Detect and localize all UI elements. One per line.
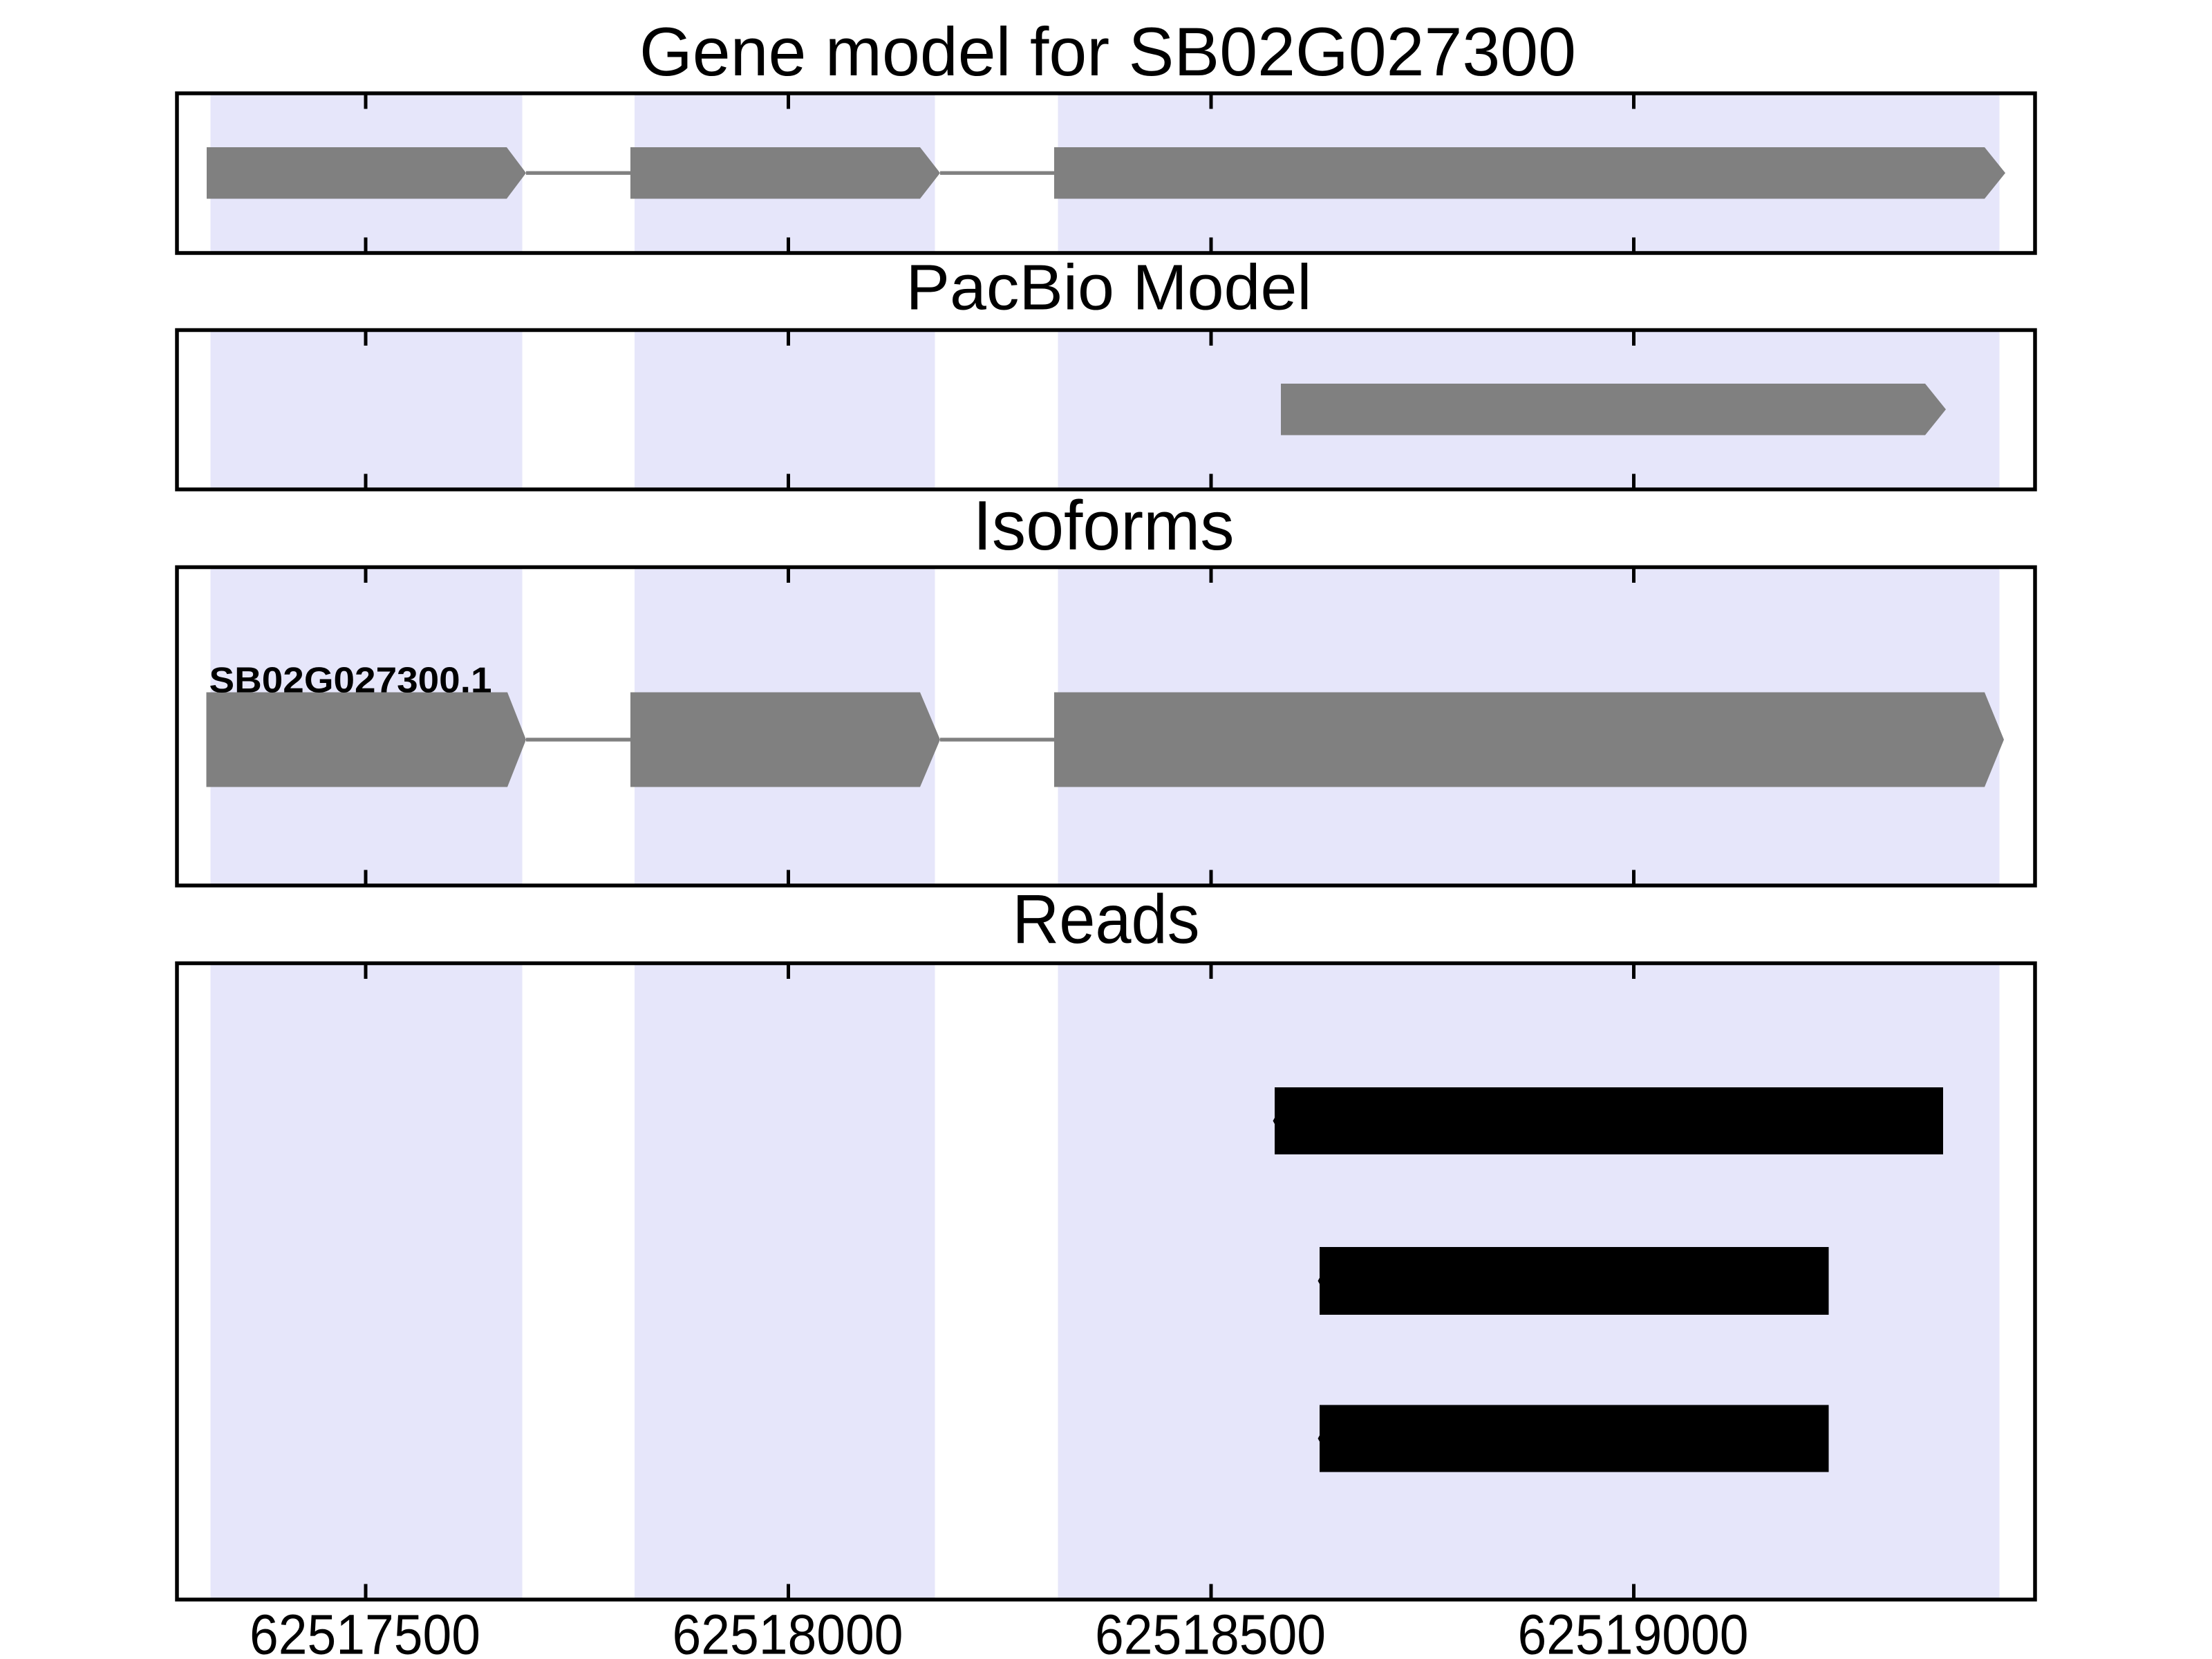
svg-text:Isoforms: Isoforms <box>973 487 1235 565</box>
svg-text:62518500: 62518500 <box>1095 1603 1326 1659</box>
svg-text:Reads: Reads <box>1013 881 1200 958</box>
svg-text:PacBio Model: PacBio Model <box>906 252 1312 324</box>
svg-text:62518000: 62518000 <box>673 1603 903 1659</box>
svg-text:SB02G027300.1: SB02G027300.1 <box>209 659 492 700</box>
svg-text:Gene model for SB02G027300: Gene model for SB02G027300 <box>639 13 1576 90</box>
svg-text:62517500: 62517500 <box>250 1603 480 1659</box>
svg-text:62519000: 62519000 <box>1518 1603 1749 1659</box>
